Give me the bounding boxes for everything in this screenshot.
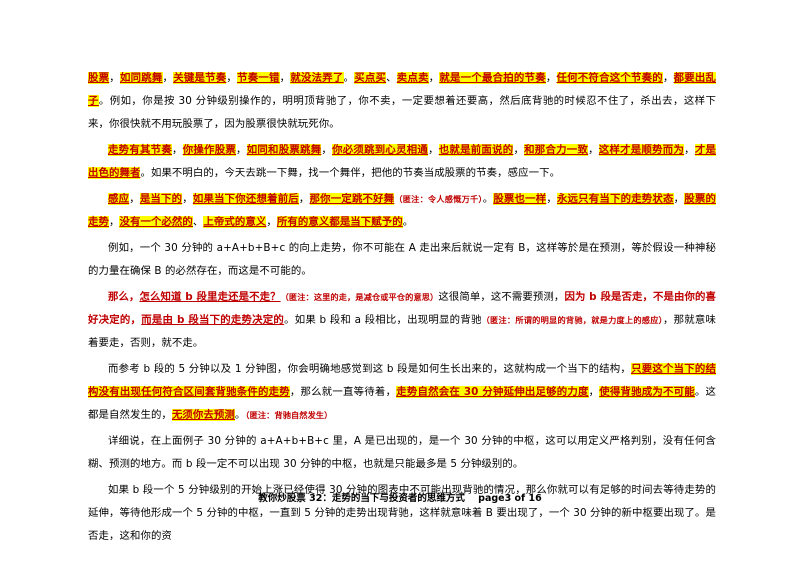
body-text: ，	[545, 72, 557, 84]
body-text: ，	[588, 386, 600, 398]
annotation-note: （匿注：背驰自然发生）	[245, 410, 333, 420]
highlighted-text: 这样才是顺势而为	[598, 144, 685, 156]
body-text: ，	[172, 144, 183, 156]
body-text: ，	[588, 144, 599, 156]
body-text: ，	[513, 144, 525, 156]
paragraph-3: 感应，是当下的，如果当下你还想着前后，那你一定跳不好舞（匿注：令人感慨万千）。股…	[88, 188, 716, 234]
highlighted-text: 你操作股票	[182, 144, 237, 156]
body-text: 。如果 b 段和 a 段相比，出现明显的背驰	[284, 314, 482, 326]
body-text: ，	[236, 144, 247, 156]
body-text: 、	[192, 216, 204, 228]
body-text: 。	[140, 167, 151, 179]
body-text: ，那就意味着要走，否则，就不走。	[88, 314, 717, 349]
body-text: ，	[226, 72, 238, 84]
paragraph-5: 那么，怎么知道 b 段里走还是不走？（匿注：这里的走，是减仓或平仓的意思）这很简…	[88, 286, 716, 355]
body-text: 例如，你是按 30 分钟级别操作的，明明顶背驰了，你不卖，一定要想着还要高，然后…	[88, 95, 717, 130]
body-text: ，	[266, 216, 277, 228]
emphasis-text: 因为 b 段是否走，不是由你的喜好决定的，	[88, 291, 716, 326]
highlighted-text: 永远只有当下的走势状态	[556, 193, 674, 205]
highlighted-text: 走势自然会在 30 分钟延伸出足够的力度	[396, 386, 589, 398]
annotation-note: （匿注：所谓的明显的背驰，就是力度上的感应）	[481, 315, 663, 325]
paragraph-8: 如果 b 段一个 5 分钟级别的开始上涨已经使得 30 分钟的图表中不可能出现背…	[88, 479, 716, 548]
highlighted-text: 就是一个最合拍的节奏	[439, 72, 546, 84]
highlighted-text: 使得背驰成为不可能	[599, 386, 695, 398]
body-text: ，	[662, 72, 674, 84]
body-text: 如果 b 段一个 5 分钟级别的开始上涨已经使得 30 分钟的图表中不可能出现背…	[88, 484, 716, 542]
highlighted-text: 卖点卖	[396, 72, 429, 84]
body-text: ，	[673, 193, 685, 205]
body-text: ，	[182, 193, 193, 205]
highlighted-text: 感应	[108, 193, 130, 205]
highlighted-text: 就没法弄了	[290, 72, 344, 84]
highlighted-text: 你必须跳到心灵相通	[332, 144, 429, 156]
highlighted-text: 是当下的	[139, 193, 183, 205]
body-text: ，	[108, 216, 120, 228]
highlighted-text: 那你一定跳不好舞	[309, 193, 395, 205]
body-text: 、	[386, 72, 397, 84]
paragraph-7: 详细说，在上面例子 30 分钟的 a+A+b+B+c 里，A 是已出现的，是一个…	[88, 430, 716, 476]
body-text: ，	[298, 193, 310, 205]
body-text: ，	[129, 193, 140, 205]
body-text: ，	[279, 72, 291, 84]
page-footer: 教你炒股票 32：走势的当下与投资者的思维方式 page3 of 16	[0, 490, 800, 504]
paragraph-2: 走势有其节奏，你操作股票，如同和股票跳舞，你必须跳到心灵相通，也就是前面说的，和…	[88, 139, 716, 185]
footer-title: 教你炒股票 32：走势的当下与投资者的思维方式	[258, 493, 465, 504]
body-text: ，	[109, 72, 120, 84]
body-text: 而参考 b 段的 5 分钟以及 1 分钟图，你会明确地感觉到这 b 段是如何生长…	[108, 363, 632, 375]
highlighted-text: 无须你去预测	[171, 409, 235, 421]
highlighted-text: 关键是节奏	[173, 72, 227, 84]
highlighted-text: 也就是前面说的	[438, 144, 514, 156]
highlighted-text: 上帝式的意义	[203, 216, 267, 228]
body-text: 。这都是自然发生的，	[88, 386, 717, 421]
body-text: 例如，一个 30 分钟的 a+A+b+B+c 的向上走势，你不可能在 A 走出来…	[88, 242, 716, 277]
paragraph-1: 股票，如同跳舞，关键是节奏，节奏一错，就没法弄了。买点买、卖点卖，就是一个最合拍…	[88, 67, 717, 136]
body-text: 。	[98, 95, 110, 107]
body-text: ，	[684, 144, 695, 156]
article-body: 股票，如同跳舞，关键是节奏，节奏一错，就没法弄了。买点买、卖点卖，就是一个最合拍…	[88, 67, 717, 551]
body-text: ，	[321, 144, 333, 156]
body-text: 如果不明白的，今天去跳一下舞，找一个舞伴，把他的节奏当成股票的节奏，感应一下。	[150, 167, 561, 179]
body-text: ，那么就一直等待着，	[289, 386, 397, 398]
body-text: 。	[343, 72, 355, 84]
highlighted-text: 股票	[88, 72, 110, 84]
highlighted-text: 买点买	[354, 72, 387, 84]
highlighted-text: 股票也一样	[493, 193, 547, 205]
emphasis-underlined-text: 而是由 b 段当下的走势决定的	[141, 314, 285, 326]
highlighted-text: 所有的意义都是当下赋予的	[276, 216, 403, 228]
highlighted-text: 走势有其节奏	[108, 144, 173, 156]
emphasis-underlined-text: 怎么知道 b 段里走还是不走？	[139, 291, 281, 303]
body-text: 。	[402, 216, 414, 228]
body-text: 详细说，在上面例子 30 分钟的 a+A+b+B+c 里，A 是已出现的，是一个…	[88, 435, 716, 470]
paragraph-4: 例如，一个 30 分钟的 a+A+b+B+c 的向上走势，你不可能在 A 走出来…	[88, 237, 716, 283]
annotation-note: （匿注：令人感慨万千）	[394, 194, 483, 204]
highlighted-text: 没有一个必然的	[119, 216, 193, 228]
body-text: ，	[428, 72, 440, 84]
page-number: page3 of 16	[478, 493, 542, 504]
highlighted-text: 任何不符合这个节奏的	[556, 72, 663, 84]
body-text: ，	[428, 144, 439, 156]
annotation-note: （匿注：这里的走，是减仓或平仓的意思）	[280, 292, 439, 302]
paragraph-6: 而参考 b 段的 5 分钟以及 1 分钟图，你会明确地感觉到这 b 段是如何生长…	[88, 358, 716, 427]
body-text: 。	[234, 409, 246, 421]
body-text: ，	[162, 72, 174, 84]
highlighted-text: 节奏一错	[237, 72, 280, 84]
highlighted-text: 如果当下你还想着前后	[192, 193, 299, 205]
body-text: ，	[546, 193, 557, 205]
highlighted-text: 如同和股票跳舞	[246, 144, 322, 156]
emphasis-text: 那么，	[108, 291, 140, 303]
highlighted-text: 如同跳舞	[119, 72, 163, 84]
body-text: 这很简单，这不需要预测，	[438, 291, 565, 303]
highlighted-text: 和那合力一致	[524, 144, 589, 156]
body-text: 。	[482, 193, 494, 205]
